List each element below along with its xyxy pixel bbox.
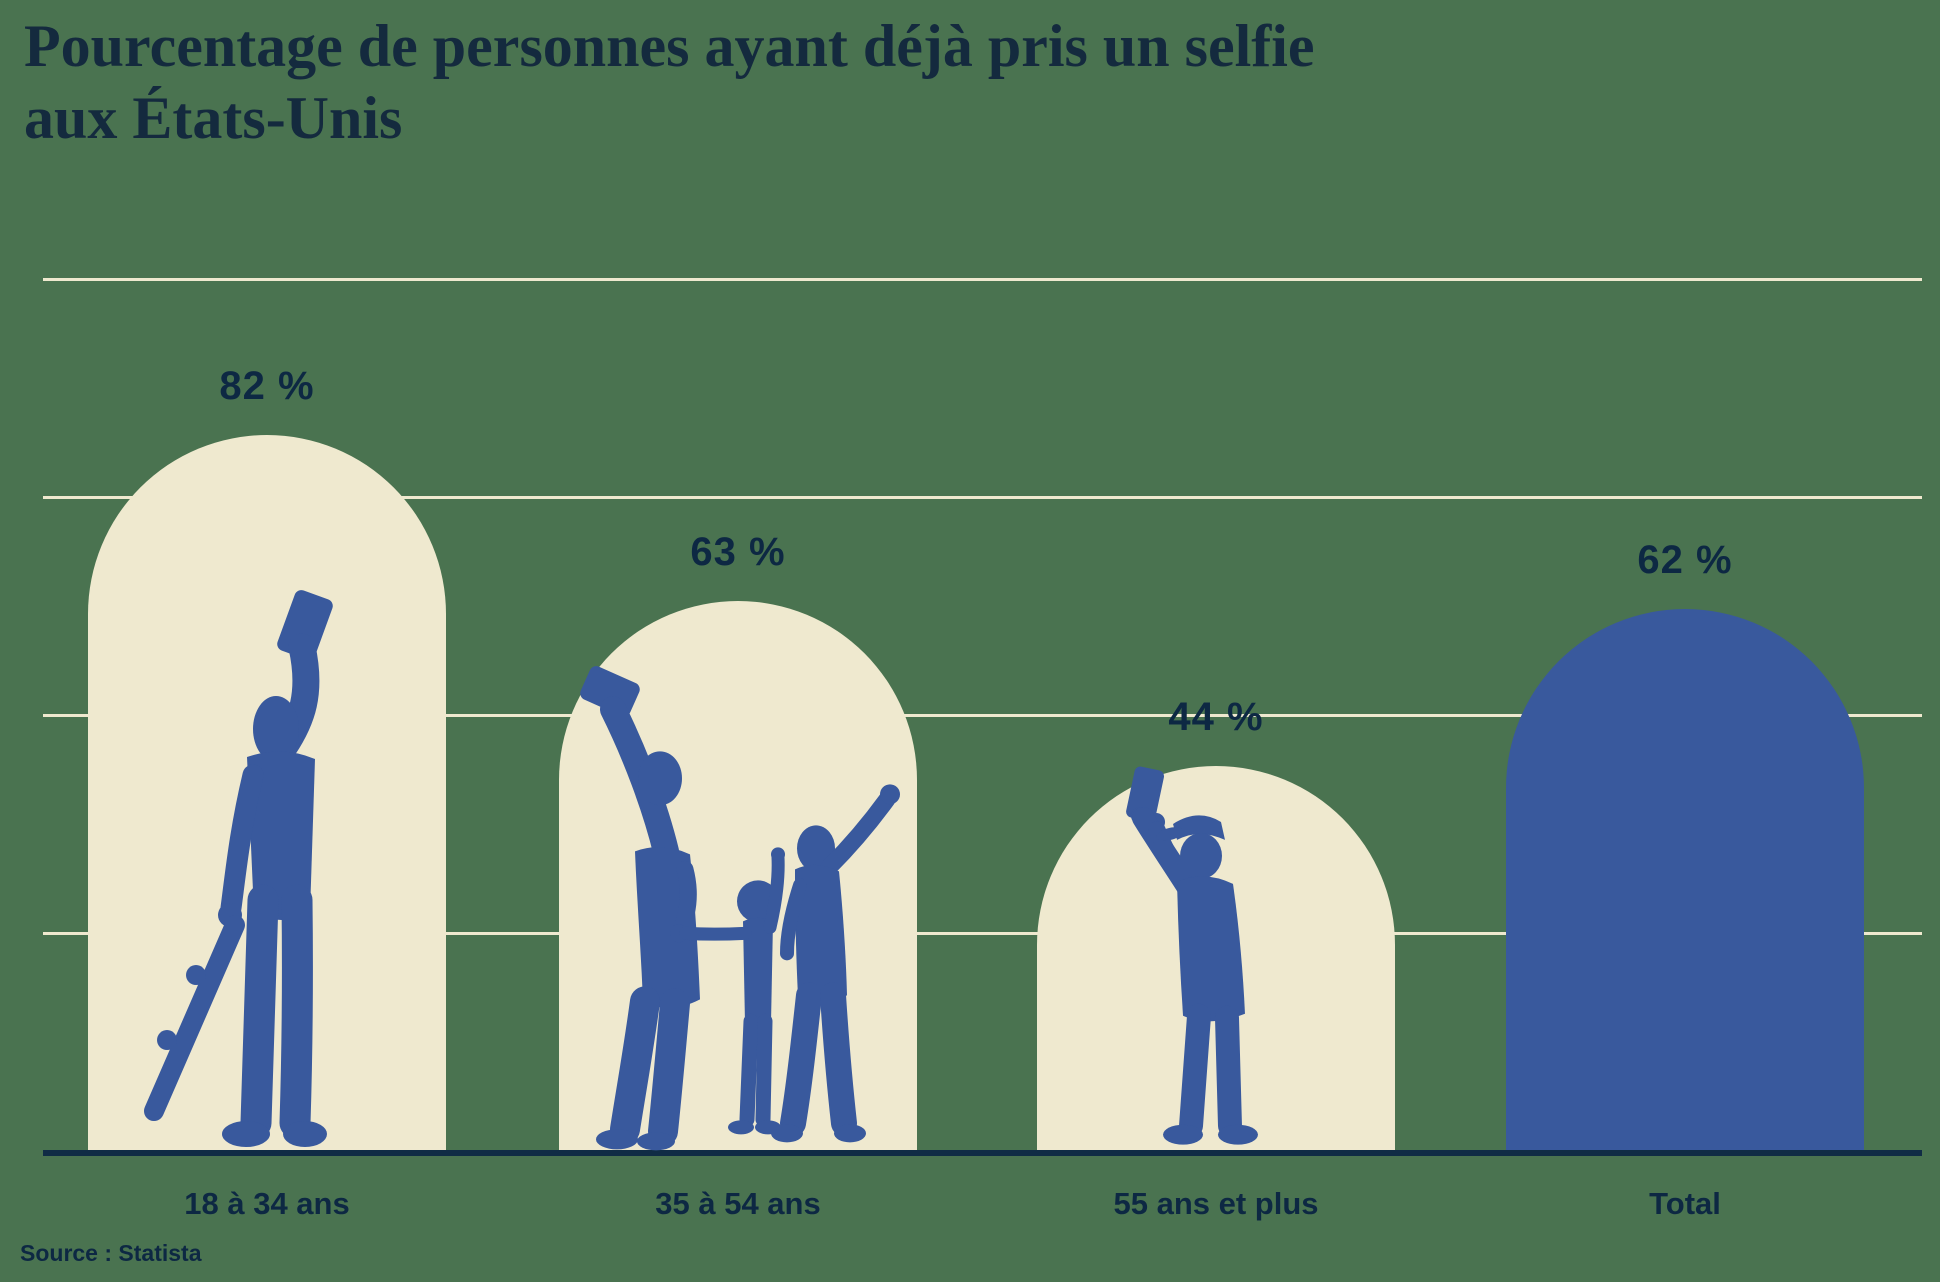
- foot: [834, 1124, 866, 1142]
- bar-group-55-plus: 44 % 55 ans: [1037, 278, 1395, 1221]
- senior-selfie-silhouette: [1126, 766, 1258, 1146]
- head: [638, 751, 682, 805]
- foot: [771, 1124, 803, 1142]
- source-credit: Source : Statista: [20, 1240, 202, 1266]
- bar-group-35-54: 63 %: [559, 278, 917, 1221]
- bar-value-label: 62 %: [1637, 538, 1733, 583]
- plot-area: 82 % 18 à 34: [43, 278, 1922, 1221]
- family-selfie-silhouette: [580, 665, 900, 1150]
- torso: [795, 864, 847, 1002]
- flat-cap: [1173, 815, 1225, 841]
- selfie-man-with-skateboard: [144, 590, 333, 1147]
- gridline-100pct: [43, 278, 1922, 281]
- bar-group-18-34: 82 % 18 à 34: [88, 278, 446, 1221]
- senior-man-figure: [1126, 766, 1258, 1146]
- gridline-75pct: [43, 496, 1922, 499]
- phone-icon: [1126, 766, 1165, 822]
- mother-figure: [580, 665, 700, 1150]
- chart-title-line1: Pourcentage de personnes ayant déjà pris…: [24, 13, 1315, 79]
- skateboard-wheel: [157, 1030, 177, 1050]
- bar-arch: [1506, 609, 1864, 1150]
- x-axis-line: [43, 1150, 1922, 1156]
- foot: [222, 1121, 270, 1147]
- bar-category-label: 18 à 34 ans: [184, 1186, 350, 1221]
- bar-value-label: 44 %: [1168, 695, 1264, 740]
- bar-group-total: 62 % Total: [1506, 278, 1864, 1221]
- foot: [1163, 1125, 1204, 1146]
- head: [253, 696, 299, 762]
- hand: [880, 784, 900, 804]
- bar-category-label: 55 ans et plus: [1113, 1186, 1319, 1221]
- cap-brim: [1156, 827, 1184, 841]
- young-adult-selfie-silhouette: [144, 590, 333, 1147]
- chart-title-line2: aux États-Unis: [24, 85, 403, 151]
- foot: [596, 1129, 638, 1149]
- bar-category-label: Total: [1649, 1186, 1721, 1221]
- head: [1180, 833, 1222, 880]
- skateboard-deck: [144, 915, 245, 1121]
- bar-value-label: 63 %: [690, 529, 786, 574]
- foot: [1217, 1125, 1258, 1146]
- bar-category-label: 35 à 54 ans: [655, 1186, 821, 1221]
- torso: [743, 917, 773, 1023]
- bar-value-label: 82 %: [219, 363, 315, 408]
- chart-title: Pourcentage de personnes ayant déjà pris…: [24, 10, 1315, 154]
- foot: [283, 1121, 327, 1147]
- torso: [247, 751, 315, 920]
- gridline-25pct: [43, 932, 1922, 935]
- phone-icon: [580, 665, 640, 717]
- child-figure: [679, 847, 785, 1134]
- torso: [1177, 876, 1245, 1022]
- gridline-50pct: [43, 714, 1922, 717]
- foot: [728, 1120, 754, 1134]
- hand: [771, 847, 785, 861]
- teen-figure: [771, 784, 900, 1142]
- foot: [637, 1132, 675, 1150]
- skateboard-wheel: [186, 965, 206, 985]
